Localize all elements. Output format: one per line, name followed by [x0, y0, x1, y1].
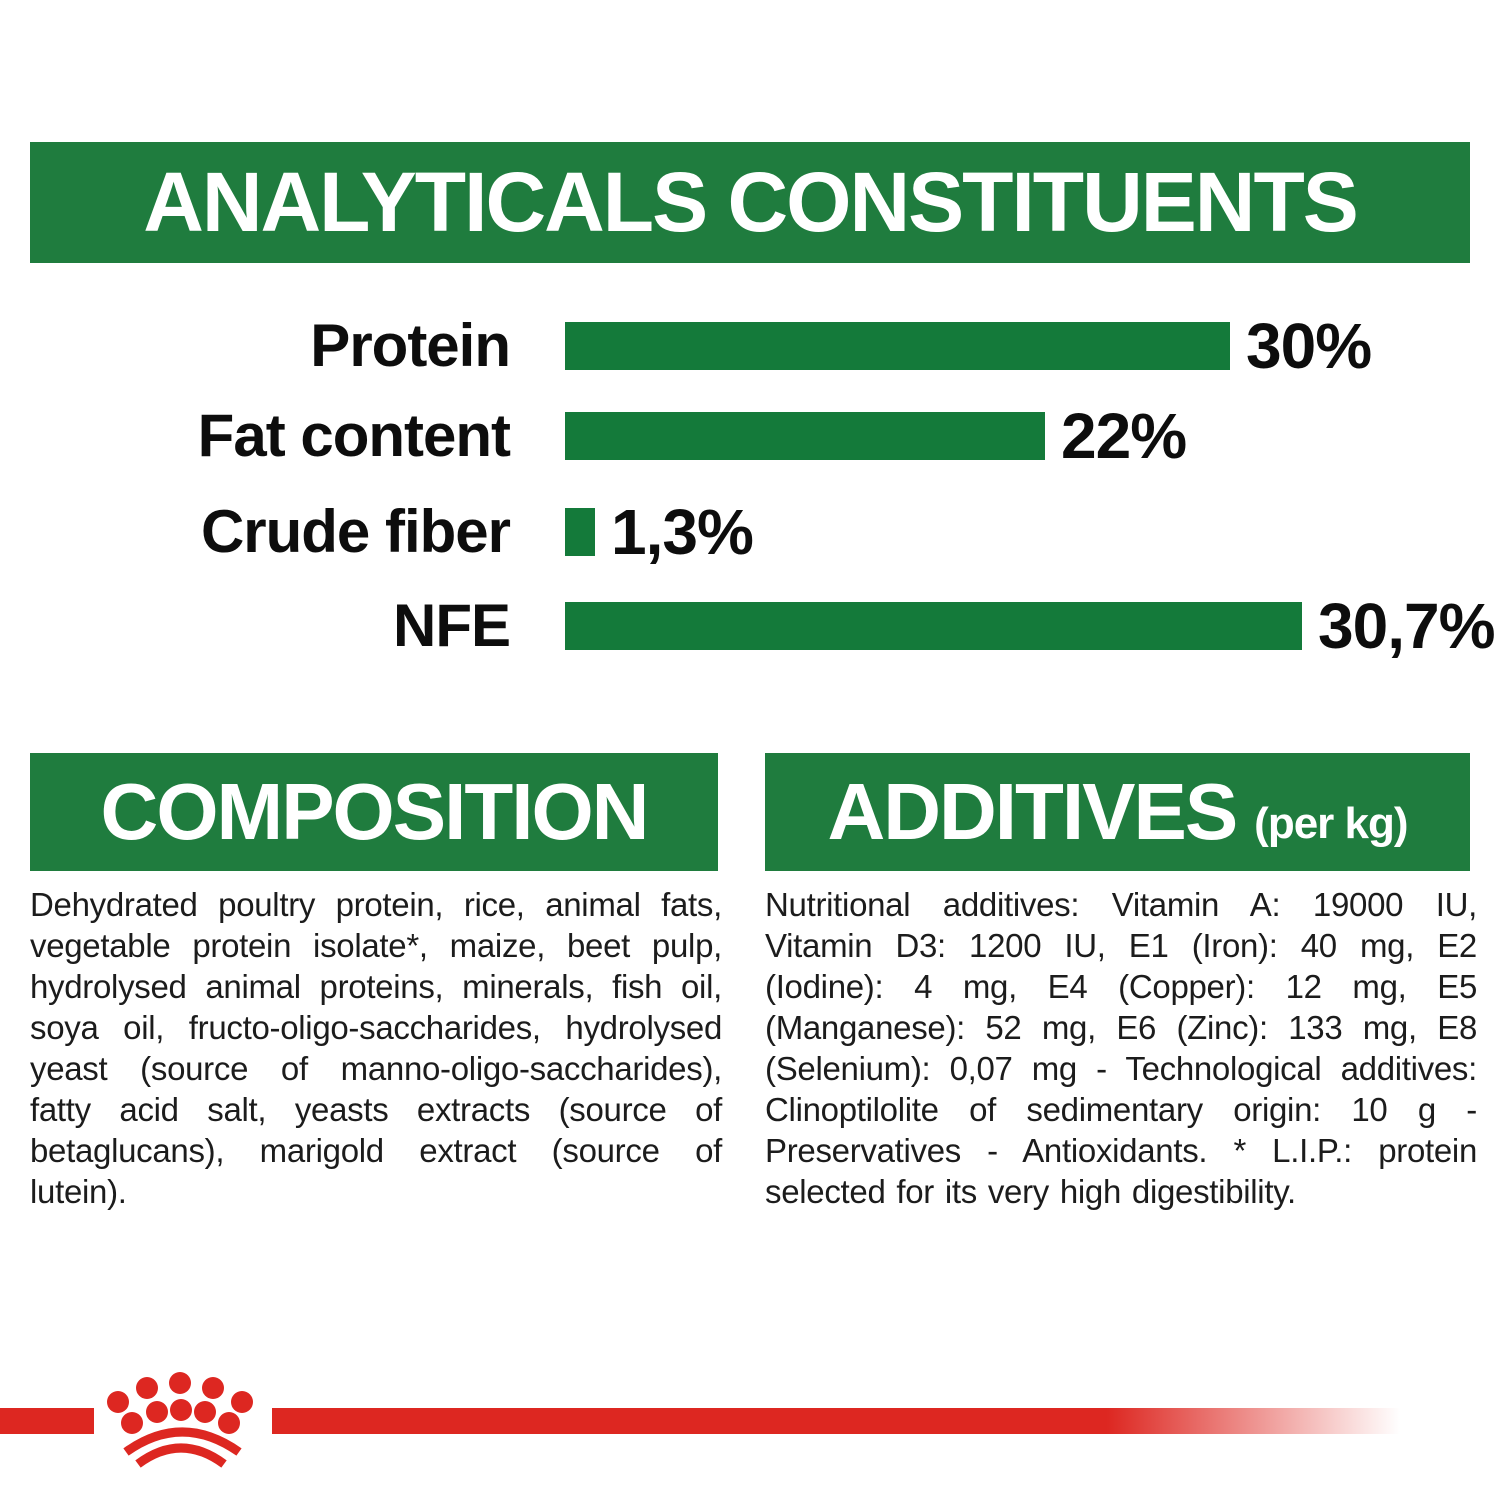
royal-canin-crown-logo — [107, 1372, 253, 1468]
chart-row: Fat content 22% — [0, 400, 1500, 472]
chart-category-label: Fat content — [197, 402, 511, 469]
additives-body: Nutritional additives: Vitamin A: 19000 … — [765, 886, 1477, 1210]
chart-category-label: NFE — [393, 592, 511, 659]
chart-bar — [565, 322, 1230, 370]
composition-body: Dehydrated poultry protein, rice, animal… — [30, 886, 722, 1210]
crown-dots — [107, 1372, 253, 1434]
chart-bar — [565, 602, 1302, 650]
chart-bar — [565, 412, 1045, 460]
crown-arcs — [123, 1427, 242, 1468]
chart-row: NFE 30,7% — [0, 590, 1500, 662]
chart-category-label: Protein — [310, 312, 511, 379]
additives-banner: ADDITIVES (per kg) — [765, 753, 1470, 871]
chart-value-label: 1,3% — [611, 496, 754, 568]
analyticals-banner: ANALYTICALS CONSTITUENTS — [30, 142, 1470, 263]
additives-title: ADDITIVES — [827, 767, 1238, 856]
chart-row: Crude fiber 1,3% — [0, 496, 1500, 568]
chart-bar — [565, 508, 595, 556]
chart-category-label: Crude fiber — [200, 498, 511, 565]
analyticals-title: ANALYTICALS CONSTITUENTS — [143, 155, 1359, 249]
chart-row: Protein 30% — [0, 310, 1500, 382]
composition-banner: COMPOSITION — [30, 753, 718, 871]
chart-value-label: 30% — [1246, 310, 1372, 382]
composition-title: COMPOSITION — [100, 767, 650, 856]
chart-value-label: 22% — [1061, 400, 1187, 472]
additives-title-suffix: (per kg) — [1254, 799, 1408, 848]
red-band-right — [272, 1408, 1400, 1434]
red-band-left — [0, 1408, 94, 1434]
chart-value-label: 30,7% — [1318, 590, 1495, 662]
